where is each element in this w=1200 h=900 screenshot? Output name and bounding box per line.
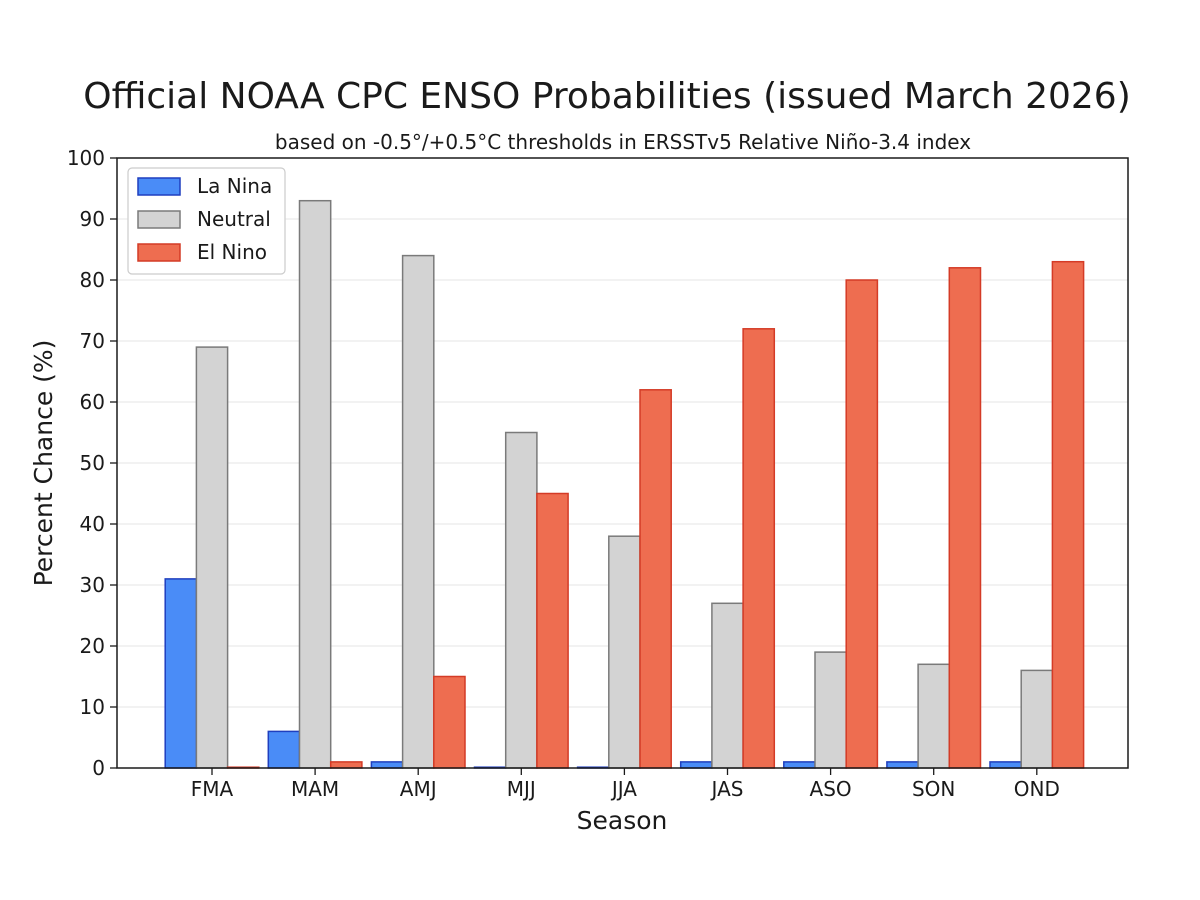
legend-swatch-neutral (137, 210, 181, 229)
y-tick-label: 10 (80, 695, 105, 719)
axes: 0 10 20 30 40 50 60 70 80 90 100 FMA MAM AMJ MJJ JJA JAS… (67, 146, 1060, 801)
bar-neutral-fma (195, 346, 229, 769)
bar-la-nina-son (886, 761, 919, 769)
legend: La Nina Neutral El Nino (127, 167, 286, 275)
bar-el-nino-ond (1051, 260, 1085, 769)
bar-neutral-amj (401, 254, 435, 769)
x-tick-label-jas: JAS (710, 777, 744, 801)
bar-neutral-jja (608, 535, 641, 769)
y-tick-label: 0 (92, 756, 105, 780)
y-tick-label: 80 (80, 268, 105, 292)
bar-neutral-son (917, 663, 951, 769)
bars (164, 199, 1085, 769)
bar-la-nina-amj (370, 761, 404, 769)
x-tick-label-jja: JJA (610, 777, 637, 801)
x-tick-label-mam: MAM (291, 777, 339, 801)
bar-la-nina-mam (267, 730, 301, 769)
bar-el-nino-amj (433, 675, 466, 769)
y-tick-label: 60 (80, 390, 105, 414)
bar-la-nina-jas (679, 761, 713, 769)
x-tick-label-ond: OND (1014, 777, 1060, 801)
bar-el-nino-aso (845, 279, 879, 769)
legend-label-neutral: Neutral (197, 207, 271, 231)
y-tick-label: 40 (80, 512, 105, 536)
x-tick-label-aso: ASO (810, 777, 852, 801)
x-tick-label-mjj: MJJ (507, 777, 536, 801)
bar-neutral-ond (1020, 669, 1054, 769)
bar-neutral-aso (814, 651, 847, 769)
bar-la-nina-ond (989, 761, 1022, 769)
gridlines (117, 218, 1128, 708)
y-tick-label: 20 (80, 634, 105, 658)
y-tick-label: 30 (80, 573, 105, 597)
bar-neutral-mam (298, 199, 332, 769)
y-tick-label: 100 (67, 146, 105, 170)
y-tick-label: 90 (80, 207, 105, 231)
bar-el-nino-son (948, 267, 982, 769)
bar-el-nino-jja (639, 389, 672, 769)
bar-neutral-mjj (504, 431, 538, 769)
y-tick-label: 50 (80, 451, 105, 475)
chart-title: Official NOAA CPC ENSO Probabilities (is… (83, 76, 1131, 117)
legend-swatch-el-nino (137, 243, 181, 262)
legend-swatch-la-nina (137, 177, 181, 196)
bar-el-nino-mjj (536, 492, 569, 769)
bar-la-nina-aso (783, 761, 816, 769)
legend-label-el-nino: El Nino (197, 240, 267, 264)
legend-label-la-nina: La Nina (197, 174, 272, 198)
bar-la-nina-fma (164, 578, 198, 769)
plot-frame (116, 157, 1129, 769)
x-tick-label-fma: FMA (191, 777, 234, 801)
x-tick-label-amj: AMJ (400, 777, 437, 801)
bar-el-nino-mam (329, 761, 363, 769)
y-tick-label: 70 (80, 329, 105, 353)
y-axis-label: Percent Chance (%) (29, 340, 58, 587)
bar-el-nino-jas (742, 328, 776, 769)
bar-neutral-jas (711, 602, 744, 769)
x-axis-label: Season (577, 806, 668, 835)
chart-subtitle: based on -0.5°/+0.5°C thresholds in ERSS… (275, 130, 971, 154)
x-tick-label-son: SON (912, 777, 955, 801)
